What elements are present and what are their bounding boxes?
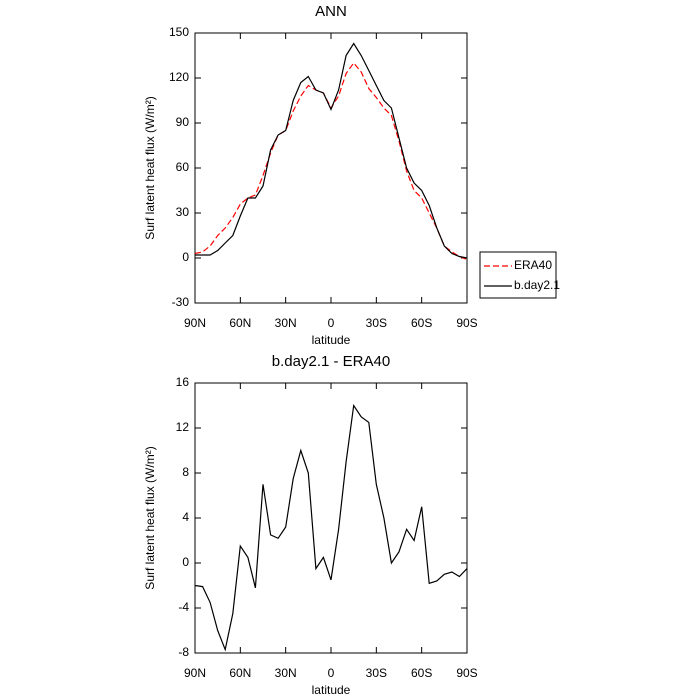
data-line: [195, 42, 468, 259]
y-tick-label: 0: [182, 555, 189, 569]
x-tick-label: 60S: [411, 666, 432, 680]
chart-title: b.day2.1 - ERA40: [272, 353, 390, 370]
x-tick-label: 30N: [275, 316, 297, 330]
chart-title: ANN: [315, 3, 347, 20]
y-tick-label: -4: [178, 600, 189, 614]
legend-label: b.day2.1: [514, 278, 560, 292]
x-tick-label: 90N: [184, 316, 206, 330]
x-tick-label: 60N: [229, 666, 251, 680]
x-tick-label: 90N: [184, 666, 206, 680]
legend-box: [479, 251, 557, 299]
x-tick-label: 60S: [411, 316, 432, 330]
y-axis-label: Surf latent heat flux (W/m²): [143, 96, 157, 239]
y-tick-label: 120: [169, 70, 189, 84]
y-tick-label: 90: [176, 115, 190, 129]
x-axis-label: latitude: [312, 683, 351, 697]
y-axis-label: Surf latent heat flux (W/m²): [143, 446, 157, 589]
x-tick-label: 30S: [366, 666, 387, 680]
x-tick-label: 0: [328, 316, 335, 330]
plot-frame: [194, 32, 468, 304]
x-tick-label: 30S: [366, 316, 387, 330]
x-tick-label: 90S: [456, 316, 477, 330]
y-tick-label: -8: [178, 645, 189, 659]
x-tick-label: 0: [328, 666, 335, 680]
x-axis-label: latitude: [312, 333, 351, 347]
y-tick-label: 150: [169, 25, 189, 39]
y-tick-label: -30: [172, 295, 190, 309]
data-line: [194, 403, 468, 652]
y-tick-label: 12: [176, 420, 190, 434]
y-tick-label: 30: [176, 205, 190, 219]
x-tick-label: 90S: [456, 666, 477, 680]
y-tick-label: 60: [176, 160, 190, 174]
y-tick-label: 4: [182, 510, 189, 524]
y-tick-label: 16: [176, 375, 190, 389]
legend-label: ERA40: [514, 258, 552, 272]
x-tick-label: 30N: [275, 666, 297, 680]
x-tick-label: 60N: [229, 316, 251, 330]
y-tick-label: 8: [182, 465, 189, 479]
y-tick-label: 0: [182, 250, 189, 264]
data-line: [194, 62, 468, 261]
plot-frame: [194, 382, 468, 654]
